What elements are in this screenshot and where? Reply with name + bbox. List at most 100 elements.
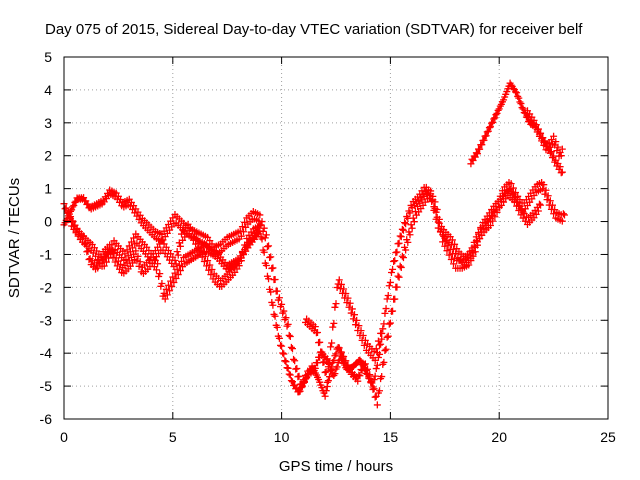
data-point (369, 385, 377, 393)
data-point (100, 262, 108, 270)
data-point (303, 374, 311, 382)
data-point (492, 111, 500, 119)
data-point (478, 141, 486, 149)
data-point (340, 285, 348, 293)
data-point (237, 232, 245, 240)
data-point (368, 377, 376, 385)
data-point (174, 251, 182, 259)
data-point (431, 198, 439, 206)
data-point (65, 214, 73, 222)
chart-title: Day 075 of 2015, Sidereal Day-to-day VTE… (45, 21, 583, 38)
data-point (256, 227, 264, 235)
y-tick-label-7: 1 (44, 181, 52, 197)
data-point (537, 129, 545, 137)
data-point (300, 378, 308, 386)
data-point (514, 198, 522, 206)
data-point (433, 206, 441, 214)
data-point (273, 323, 281, 331)
data-point (325, 359, 333, 367)
data-point (399, 226, 407, 234)
data-point (480, 136, 488, 144)
data-point (328, 339, 336, 347)
data-point (285, 331, 293, 339)
data-point (485, 124, 493, 132)
data-point (330, 319, 338, 327)
data-point (383, 295, 391, 303)
data-point (321, 368, 329, 376)
data-point (258, 218, 266, 226)
data-point (476, 235, 484, 243)
data-point (376, 387, 384, 395)
data-point (342, 290, 350, 298)
data-point (391, 257, 399, 265)
y-tick-label-2: -4 (40, 345, 53, 361)
data-point (389, 307, 397, 315)
data-point (287, 343, 295, 351)
data-point (518, 104, 526, 112)
data-point (558, 145, 566, 153)
y-tick-label-5: -1 (40, 246, 53, 262)
data-point (354, 377, 362, 385)
data-point (429, 192, 437, 200)
data-point (318, 348, 326, 356)
data-point (286, 371, 294, 379)
data-point (63, 209, 71, 217)
data-point (344, 294, 352, 302)
data-point (344, 361, 352, 369)
data-point (489, 118, 497, 126)
data-point (329, 323, 337, 331)
data-point (550, 132, 558, 140)
data-point (297, 384, 305, 392)
data-point (476, 145, 484, 153)
data-point (542, 186, 550, 194)
data-point (537, 201, 545, 209)
data-point (552, 138, 560, 146)
data-point (101, 253, 109, 261)
data-point (173, 248, 181, 256)
data-point (262, 231, 270, 239)
data-point (407, 221, 415, 229)
data-point (360, 361, 368, 369)
data-point (444, 241, 452, 249)
data-point (168, 283, 176, 291)
data-point (409, 214, 417, 222)
data-point (355, 371, 363, 379)
data-point (333, 283, 341, 291)
data-point (85, 256, 93, 264)
data-point (269, 264, 277, 272)
data-point (515, 94, 523, 102)
data-point (280, 307, 288, 315)
data-point (530, 116, 538, 124)
data-point (260, 248, 268, 256)
data-point (472, 149, 480, 157)
data-point (335, 276, 343, 284)
data-point (402, 246, 410, 254)
data-point (136, 258, 144, 266)
data-point (267, 288, 275, 296)
data-point (332, 300, 340, 308)
data-point (365, 372, 373, 380)
x-tick-label-4: 20 (491, 429, 507, 445)
data-point (398, 225, 406, 233)
data-point (450, 260, 458, 268)
y-axis-label: SDTVAR / TECUs (6, 178, 23, 298)
data-point (435, 215, 443, 223)
data-point (541, 138, 549, 146)
data-point (337, 280, 345, 288)
data-point (556, 163, 564, 171)
data-point (482, 132, 490, 140)
data-point (361, 360, 369, 368)
data-point (283, 322, 291, 330)
data-point (296, 387, 304, 395)
data-point (471, 248, 479, 256)
data-point (330, 356, 338, 364)
data-point (271, 276, 279, 284)
data-point (539, 185, 547, 193)
data-point (397, 233, 405, 241)
data-point (208, 265, 216, 273)
data-point (371, 356, 379, 364)
data-point (265, 275, 273, 283)
data-point (364, 365, 372, 373)
data-point (204, 257, 212, 265)
